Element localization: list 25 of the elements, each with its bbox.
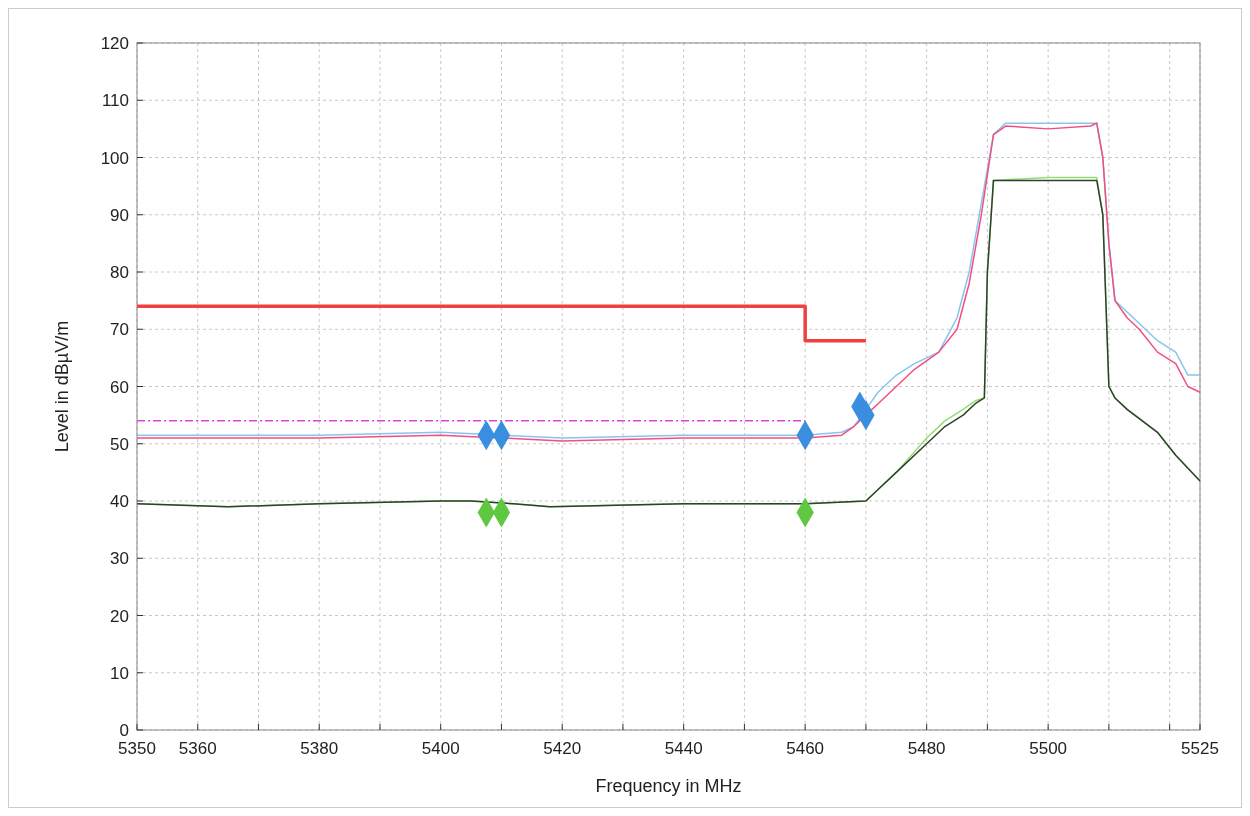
y-tick-label: 100 <box>100 148 129 168</box>
x-tick-label: 5380 <box>300 739 339 758</box>
y-tick-label: 90 <box>110 205 129 225</box>
y-tick-label: 0 <box>119 721 129 740</box>
x-tick-label: 5480 <box>907 739 946 758</box>
x-axis-title: Frequency in MHz <box>595 776 742 796</box>
x-tick-label: 5460 <box>786 739 825 758</box>
x-tick-label: 5420 <box>543 739 582 758</box>
x-tick-label: 5440 <box>664 739 703 758</box>
x-tick-label: 5360 <box>178 739 217 758</box>
y-axis-title: Level in dBµV/m <box>52 320 72 453</box>
y-tick-label: 120 <box>100 34 129 53</box>
x-tick-label: 5350 <box>118 739 156 758</box>
x-tick-label: 5525 <box>1181 739 1219 758</box>
y-tick-label: 60 <box>110 377 129 397</box>
x-tick-label: 5400 <box>421 739 460 758</box>
y-tick-label: 20 <box>110 606 129 626</box>
y-tick-label: 80 <box>110 263 129 282</box>
x-tick-label: 5500 <box>1029 739 1068 758</box>
y-tick-label: 30 <box>110 549 129 569</box>
y-tick-label: 40 <box>110 492 129 511</box>
y-tick-label: 50 <box>110 434 129 454</box>
y-tick-label: 10 <box>110 663 129 683</box>
y-tick-label: 110 <box>101 91 129 111</box>
y-tick-label: 70 <box>110 320 129 340</box>
